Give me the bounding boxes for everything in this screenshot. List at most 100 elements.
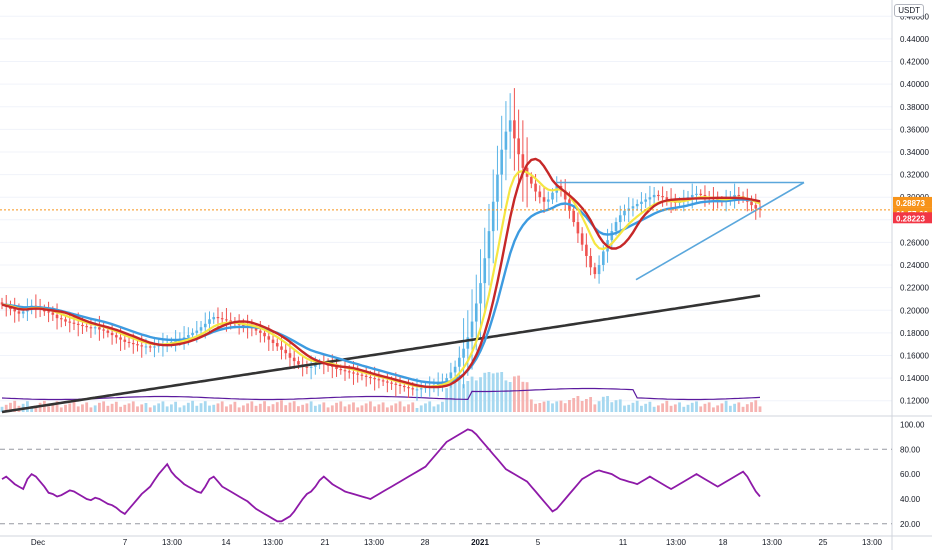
volume-bar xyxy=(4,404,8,412)
volume-bar xyxy=(534,403,537,412)
volume-bar xyxy=(76,406,80,412)
volume-bar xyxy=(212,404,216,412)
rsi-tick-label: 60.00 xyxy=(900,470,921,479)
candle-body xyxy=(546,199,550,202)
time-axis[interactable]: Dec 7 13:00 14 13:00 21 13:00 28 2021 5 11 13:00 18 1… xyxy=(31,538,883,547)
currency-label[interactable]: USDT xyxy=(894,4,924,17)
volume-bar xyxy=(356,407,360,412)
volume-bar xyxy=(737,402,741,412)
volume-bar xyxy=(593,404,597,412)
time-tick-label: 5 xyxy=(536,538,541,547)
volume-bar xyxy=(280,400,283,412)
candle-body xyxy=(733,194,736,198)
volume-bar xyxy=(220,401,224,412)
candle-body xyxy=(644,199,647,202)
volume-bar xyxy=(64,404,67,412)
candle-body xyxy=(474,303,478,322)
support-trendline[interactable] xyxy=(635,181,805,281)
candle-body xyxy=(216,317,220,319)
candle-body xyxy=(85,326,88,328)
volume-bar xyxy=(563,403,567,412)
candle-body xyxy=(386,381,389,383)
candle-body xyxy=(288,353,292,358)
volume-bar xyxy=(136,406,139,412)
low-price-value: 0.28223 xyxy=(896,214,925,223)
candle-body xyxy=(491,201,495,232)
volume-bar xyxy=(597,401,601,412)
candle-body xyxy=(195,330,199,333)
volume-bar xyxy=(415,408,419,412)
price-tick-label: 0.42000 xyxy=(900,58,929,67)
candle-body xyxy=(203,323,207,328)
volume-bar xyxy=(30,406,34,412)
volume-bar xyxy=(457,379,461,412)
candle-body xyxy=(572,210,575,223)
candle-body xyxy=(580,233,584,245)
candle-body xyxy=(462,348,465,358)
volume-bar xyxy=(678,402,681,412)
volume-bar xyxy=(542,401,546,412)
time-tick-label: 13:00 xyxy=(364,538,385,547)
candle-body xyxy=(275,343,279,347)
volume-bar xyxy=(394,403,398,412)
volume-bar xyxy=(576,396,580,412)
candle-body xyxy=(623,210,626,216)
candle-body xyxy=(292,357,296,362)
volume-bar xyxy=(407,404,410,412)
volume-bar xyxy=(59,407,63,412)
volume-bar xyxy=(551,403,554,412)
candle-body xyxy=(398,384,402,386)
price-axis[interactable]: 0.460000.440000.420000.400000.380000.360… xyxy=(900,12,929,528)
rsi-tick-label: 40.00 xyxy=(900,495,921,504)
volume-bar xyxy=(652,406,656,412)
candle-body xyxy=(309,366,313,368)
volume-bar xyxy=(305,403,309,412)
candle-body xyxy=(263,332,266,337)
candle-body xyxy=(343,370,347,372)
candle-body xyxy=(479,283,482,304)
volume-bar xyxy=(436,404,440,412)
volume-bar xyxy=(491,373,495,412)
candle-body xyxy=(534,183,537,192)
volume-bar xyxy=(521,381,525,412)
volume-bar xyxy=(364,403,368,412)
volume-bar xyxy=(720,403,724,412)
candle-body xyxy=(538,191,542,198)
volume-bar xyxy=(559,400,563,412)
candle-body xyxy=(530,176,533,184)
candle-body xyxy=(699,193,703,195)
volume-bar xyxy=(390,405,393,412)
rsi-line xyxy=(1,428,761,523)
volume-bar xyxy=(512,376,516,412)
volume-bar xyxy=(241,405,245,412)
volume-bar xyxy=(208,405,211,412)
volume-bar xyxy=(292,401,296,412)
volume-bar xyxy=(0,406,4,412)
volume-bar xyxy=(610,402,614,412)
volume-bar xyxy=(381,402,385,412)
volume-bar xyxy=(699,406,703,412)
volume-bar xyxy=(263,401,266,412)
volume-bar xyxy=(148,407,152,412)
candle-body xyxy=(754,205,758,209)
volume-bar xyxy=(669,405,673,412)
volume-bar xyxy=(525,382,529,412)
candle-body xyxy=(68,321,72,323)
volume-bar xyxy=(326,407,330,412)
volume-bar xyxy=(644,403,648,412)
volume-bar xyxy=(153,405,156,412)
volume-ma-line xyxy=(1,387,761,401)
candle-body xyxy=(170,341,173,344)
candle-body xyxy=(411,388,415,390)
volume-bar xyxy=(424,403,427,412)
volume-bar xyxy=(93,405,97,412)
candle-body xyxy=(182,337,186,339)
candle-body xyxy=(220,318,224,320)
volume-bar xyxy=(682,406,686,412)
candle-body xyxy=(508,120,512,132)
candle-body xyxy=(144,346,148,348)
volume-bar xyxy=(322,402,326,412)
volume-bar xyxy=(627,404,631,412)
time-tick-label: 21 xyxy=(321,538,330,547)
